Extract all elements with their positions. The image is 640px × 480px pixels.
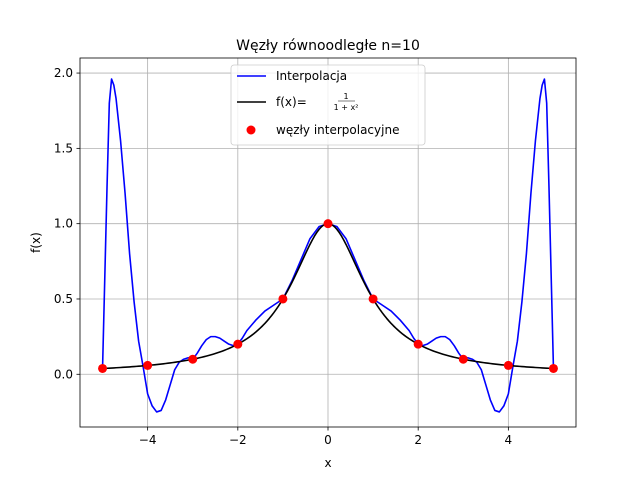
interpolation-node [413, 339, 423, 349]
legend-fraction-numerator: 1 [343, 92, 348, 101]
y-tick-label: 1.5 [54, 141, 73, 155]
legend-label-interpolacja: Interpolacja [276, 69, 347, 83]
legend-box [230, 64, 426, 146]
interpolation-node [98, 363, 108, 373]
y-axis-label: f(x) [29, 232, 43, 253]
interpolation-node [143, 360, 153, 370]
y-tick-label: 0.0 [54, 367, 73, 381]
interpolation-node [368, 294, 378, 304]
interpolation-node [548, 363, 558, 373]
x-tick-label: 0 [324, 433, 332, 447]
legend-fraction-denominator: 1 + x² [334, 103, 359, 112]
interpolation-node [233, 339, 243, 349]
y-tick-label: 1.0 [54, 217, 73, 231]
ticks: −4 −2 0 2 4 0.0 0.5 1.0 1.5 2.0 [54, 66, 512, 447]
y-tick-label: 2.0 [54, 66, 73, 80]
interpolation-node [188, 354, 198, 364]
x-tick-label: 4 [505, 433, 513, 447]
x-tick-label: 2 [414, 433, 422, 447]
legend-label-nodes: węzły interpolacyjne [276, 123, 399, 137]
interpolation-node [278, 294, 288, 304]
legend: Interpolacja f(x)= 1 1 + x² węzły interp… [230, 64, 426, 146]
legend-swatch-nodes [246, 125, 256, 135]
legend-label-function: f(x)= [276, 95, 307, 109]
y-tick-label: 0.5 [54, 292, 73, 306]
x-tick-label: −2 [229, 433, 247, 447]
x-axis-label: x [324, 456, 331, 470]
plot-area [98, 78, 558, 413]
x-tick-label: −4 [139, 433, 157, 447]
chart-title: Węzły równoodległe n=10 [236, 38, 420, 54]
interpolation-node [503, 360, 513, 370]
interpolation-node [323, 219, 333, 229]
interpolation-node [458, 354, 468, 364]
